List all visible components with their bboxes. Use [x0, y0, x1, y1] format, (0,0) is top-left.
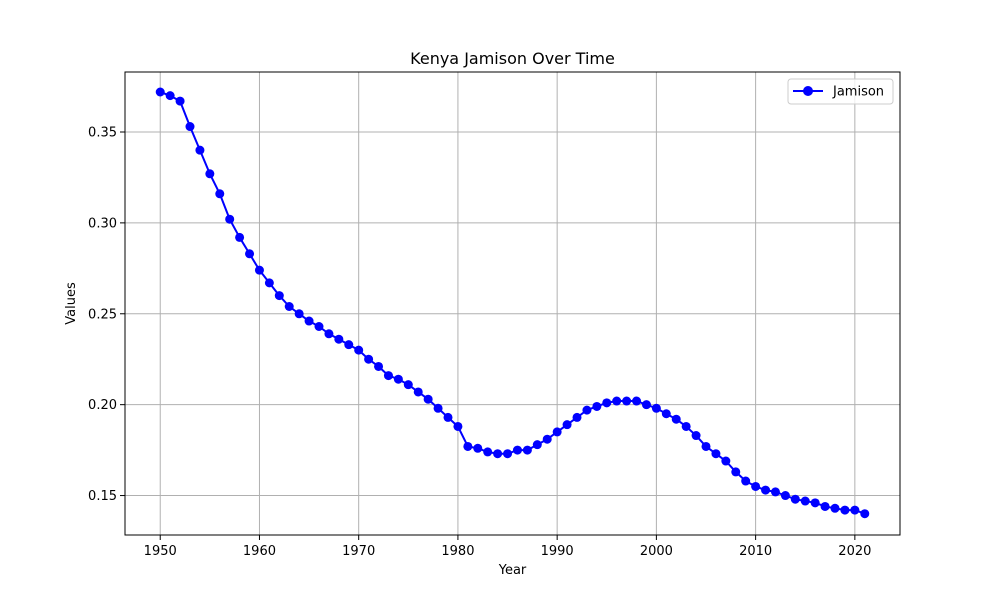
data-point — [383, 371, 393, 381]
legend-box — [787, 78, 894, 105]
data-point — [721, 456, 731, 466]
x-tick-label: 2020 — [838, 544, 871, 559]
data-point — [840, 505, 850, 515]
data-point — [334, 334, 344, 344]
data-point — [741, 476, 751, 486]
data-point — [641, 400, 651, 410]
data-point — [453, 421, 463, 431]
data-point — [661, 409, 671, 419]
plot-frame — [124, 71, 901, 536]
data-point — [542, 434, 552, 444]
y-tick-label: 0.15 — [88, 489, 117, 504]
data-point — [751, 481, 761, 491]
data-point — [711, 449, 721, 459]
chart-title: Kenya Jamison Over Time — [410, 49, 615, 68]
grid — [125, 72, 900, 535]
y-axis-title: Values — [64, 282, 79, 325]
data-point — [790, 494, 800, 504]
legend-label: Jamison — [832, 85, 884, 100]
data-point — [245, 249, 255, 259]
x-tick-label: 1970 — [342, 544, 375, 559]
data-point — [354, 345, 364, 355]
data-point — [473, 443, 483, 453]
data-point — [632, 396, 642, 406]
data-point — [860, 509, 870, 519]
data-point — [324, 329, 334, 339]
data-point — [691, 431, 701, 441]
x-tick-label: 1980 — [441, 544, 474, 559]
data-point — [364, 354, 374, 364]
data-point — [850, 505, 860, 515]
data-point — [463, 441, 473, 451]
data-point — [552, 427, 562, 437]
data-point — [314, 322, 324, 331]
y-tick-label: 0.20 — [88, 398, 117, 413]
data-point — [582, 405, 592, 415]
data-point — [810, 498, 820, 508]
data-point — [433, 403, 443, 413]
data-point — [493, 449, 503, 459]
data-point — [671, 414, 681, 424]
data-point — [592, 401, 602, 411]
data-point — [800, 496, 810, 506]
y-tick-label: 0.25 — [88, 307, 117, 322]
data-point — [215, 189, 225, 199]
data-point — [651, 403, 661, 413]
data-point — [701, 441, 711, 451]
x-tick-label: 2000 — [640, 544, 673, 559]
data-point — [195, 145, 205, 155]
data-point — [264, 278, 274, 288]
legend: Jamison — [787, 78, 894, 105]
data-point — [612, 396, 622, 406]
data-point — [522, 445, 532, 455]
data-point — [175, 96, 185, 106]
data-point — [602, 398, 612, 408]
plot-data — [155, 87, 870, 519]
data-point — [235, 232, 245, 242]
data-point — [820, 501, 830, 511]
x-tick-label: 1990 — [541, 544, 574, 559]
legend-marker-icon — [803, 86, 813, 96]
data-point — [532, 440, 542, 450]
data-point — [374, 361, 384, 371]
data-point — [155, 87, 165, 97]
data-point — [294, 309, 304, 319]
data-point — [761, 485, 771, 495]
data-point — [770, 487, 780, 497]
data-point — [393, 374, 403, 384]
data-point — [483, 447, 493, 457]
data-point — [254, 265, 264, 275]
data-point — [304, 316, 314, 326]
data-point — [284, 302, 294, 311]
data-point — [403, 380, 413, 390]
y-tick-label: 0.35 — [88, 125, 117, 140]
data-point — [205, 169, 215, 179]
data-point — [562, 420, 572, 430]
data-point — [572, 412, 582, 422]
x-tick-label: 2010 — [739, 544, 772, 559]
data-point — [165, 91, 175, 101]
data-point — [830, 503, 840, 513]
x-axis-title: Year — [498, 563, 527, 578]
x-tick-label: 1960 — [243, 544, 276, 559]
data-point — [681, 421, 691, 431]
data-point — [344, 340, 354, 350]
data-point — [503, 449, 513, 459]
data-point — [443, 412, 453, 422]
data-point — [274, 291, 284, 301]
data-point — [413, 387, 423, 397]
data-point — [512, 445, 522, 455]
data-point — [225, 214, 235, 224]
data-point — [622, 396, 632, 406]
data-point — [423, 394, 433, 404]
x-tick-label: 1950 — [144, 544, 177, 559]
y-tick-label: 0.30 — [88, 216, 117, 231]
axis-ticks: 1950 1960 1970 1980 1990 2000 2010 2020 0.15 0.20… — [88, 125, 871, 559]
data-point — [185, 122, 195, 132]
data-point — [731, 467, 741, 477]
data-point — [780, 491, 790, 501]
